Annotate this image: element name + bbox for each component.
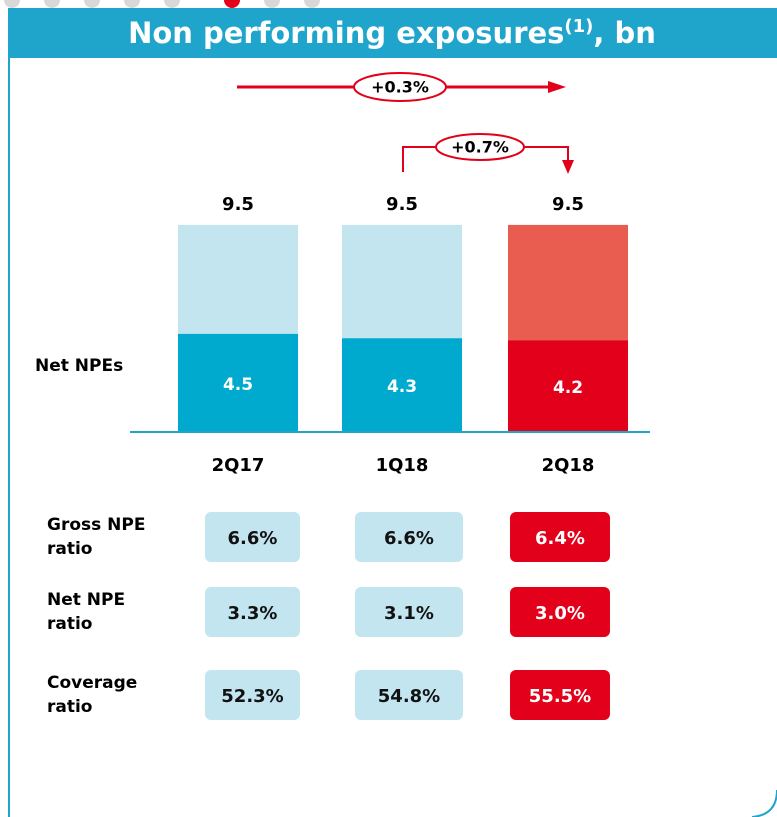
cell-box [205,670,300,720]
annotation: +0.3% [371,78,429,97]
row-label: Coverage ratio [47,673,137,717]
page-dot [304,0,320,8]
x-tick-label: 1Q18 [376,455,429,476]
annotation-oval [435,133,525,161]
annotation: +0.7% [451,138,509,157]
cell-value: 54.8% [378,686,440,707]
arrow-head [548,81,566,93]
cell-value: 6.4% [535,528,585,549]
cell-box [205,587,300,637]
cell-value: 6.6% [384,528,434,549]
cell-value: 52.3% [221,686,283,707]
x-tick-label: 2Q17 [212,455,265,476]
page-dot [124,0,140,8]
annotation-oval [353,72,447,102]
cell-value: 3.0% [535,603,585,624]
cell-box [355,512,463,562]
series-label: Net NPEs [35,356,123,376]
cell-box [510,587,610,637]
row-label: Gross NPE ratio [47,515,145,559]
page-dot [264,0,280,8]
cell-box [355,587,463,637]
row-label-line: Coverage [47,673,137,693]
row-label-line: Net NPE [47,590,125,610]
bar-net [508,340,628,432]
cell-value: 6.6% [228,528,278,549]
total-label: 9.5 [222,194,254,215]
cell-value: 3.3% [228,603,278,624]
chart-title: Non performing exposures(1), bn [128,16,656,50]
row-label-line: ratio [47,539,93,559]
value-label: 4.5 [223,375,253,395]
cell-box [355,670,463,720]
page-dot [84,0,100,8]
x-tick-label: 2Q18 [542,455,595,476]
title-bar [8,8,777,58]
cell-box [510,512,610,562]
row-label-line: ratio [47,614,93,634]
bar-net [178,333,298,432]
cell-box [205,512,300,562]
total-label: 9.5 [386,194,418,215]
page-dot [4,0,20,8]
bar-net [342,338,462,432]
row-label-line: ratio [47,697,93,717]
total-label: 9.5 [552,194,584,215]
cell-value: 55.5% [529,686,591,707]
page-dot [224,0,240,8]
page-dot [164,0,180,8]
arrow-head [562,160,574,174]
value-label: 4.2 [553,378,583,398]
page-dot [44,0,60,8]
row-label: Net NPE ratio [47,590,125,634]
cell-value: 3.1% [384,603,434,624]
cell-box [510,670,610,720]
row-label-line: Gross NPE [47,515,145,535]
value-label: 4.3 [387,377,417,397]
